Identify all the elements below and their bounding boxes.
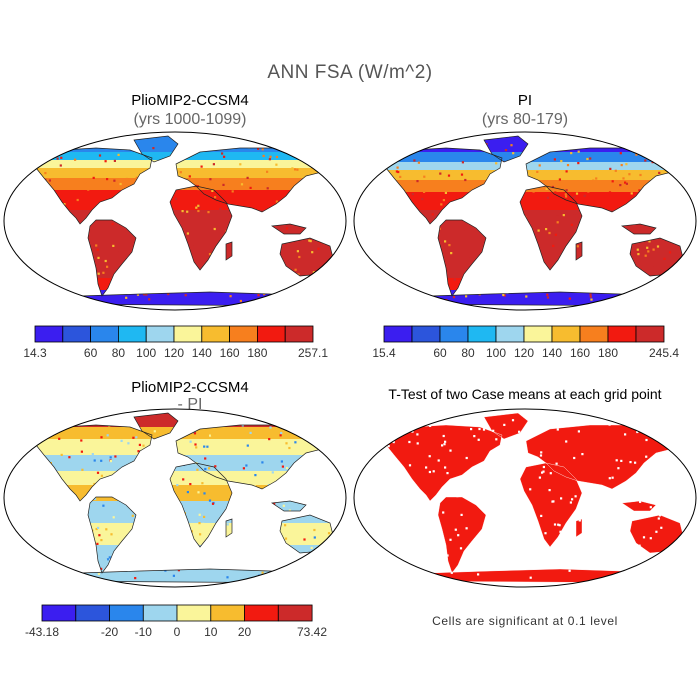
colorbar-label: 15.4 (372, 346, 396, 360)
colorbar-label: 245.4 (649, 346, 679, 360)
coastline-north-america (385, 147, 503, 225)
colorbar-swatch (244, 604, 279, 622)
map-frame (353, 408, 697, 588)
panel1-subtitle: (yrs 1000-1099) (133, 111, 247, 128)
panel3-map (3, 408, 347, 588)
colorbar-swatch (523, 325, 553, 343)
coastline-madagascar (225, 518, 233, 538)
panel1-colorbar: 14.3 60 80 100 120 140 160 180 257.1 (23, 325, 328, 360)
coastline-north-america (385, 424, 503, 502)
colorbar-swatch (210, 604, 246, 622)
colorbar-swatch (41, 604, 77, 622)
coastline-south-america (437, 219, 487, 297)
colorbar-label: 160 (570, 346, 590, 360)
colorbar-swatch (383, 325, 413, 343)
colorbar-label: -20 (101, 625, 119, 639)
coastline-north-america (35, 424, 153, 502)
coastline-indonesia (621, 223, 657, 235)
colorbar-label: 80 (461, 346, 475, 360)
colorbar-label: 140 (542, 346, 562, 360)
colorbar-label: -10 (135, 625, 153, 639)
colorbar-swatch (467, 325, 497, 343)
panel3-colorbar: -43.18 -20 -10 0 10 20 73.42 (25, 604, 327, 639)
colorbar-swatch (635, 325, 665, 343)
map-frame (3, 131, 347, 311)
map-frame (353, 131, 697, 311)
panel3-title: PlioMIP2-CCSM4 (131, 379, 249, 396)
colorbar-swatch (256, 325, 286, 343)
panel2-map (353, 131, 697, 311)
colorbar-label: 120 (164, 346, 184, 360)
coastline-africa (169, 185, 233, 271)
colorbar-label: 100 (136, 346, 156, 360)
coastline-greenland (483, 135, 529, 163)
coastline-north-america (35, 147, 153, 225)
colorbar-label: 60 (433, 346, 447, 360)
coastline-greenland (133, 412, 179, 440)
coastline-south-america (437, 496, 487, 574)
colorbar-swatch (201, 325, 231, 343)
coastline-south-america (87, 219, 137, 297)
colorbar-swatch (90, 325, 119, 343)
colorbar-swatch (75, 604, 111, 622)
coastline-madagascar (575, 241, 583, 261)
panel1-map (3, 131, 347, 311)
colorbar-label: 257.1 (298, 346, 328, 360)
coastline-greenland (483, 412, 529, 440)
map-frame (3, 408, 347, 588)
panel2-subtitle: (yrs 80-179) (481, 111, 569, 128)
colorbar-swatch (173, 325, 203, 343)
colorbar-label: 60 (84, 346, 98, 360)
panel2-colorbar: 15.4 60 80 100 120 140 160 180 245.4 (372, 325, 679, 360)
coastline-south-america (87, 496, 137, 574)
colorbar-swatch (34, 325, 64, 343)
colorbar-swatch (118, 325, 147, 343)
colorbar-label: 73.42 (297, 625, 327, 639)
significance-note: Cells are significant at 0.1 level (432, 614, 618, 628)
colorbar-label: 0 (174, 625, 181, 639)
panel2-title: PI (517, 92, 533, 109)
colorbar-swatch (551, 325, 581, 343)
coastline-indonesia (271, 500, 307, 512)
colorbar-swatch (145, 325, 175, 343)
colorbar-swatch (411, 325, 441, 343)
colorbar-swatch (62, 325, 91, 343)
colorbar-swatch (579, 325, 609, 343)
colorbar-swatch (607, 325, 637, 343)
colorbar-swatch (142, 604, 178, 622)
colorbar-label: 140 (192, 346, 212, 360)
coastline-africa (519, 185, 583, 271)
coastline-indonesia (621, 500, 657, 512)
colorbar-label: 14.3 (23, 346, 47, 360)
colorbar-swatch (176, 604, 212, 622)
coastline-africa (519, 462, 583, 548)
coastline-madagascar (225, 241, 233, 261)
colorbar-label: 80 (112, 346, 126, 360)
colorbar-swatch (109, 604, 144, 622)
panel4-map (353, 408, 697, 588)
colorbar-label: 10 (204, 625, 218, 639)
panel1-title: PlioMIP2-CCSM4 (131, 92, 249, 109)
colorbar-label: -43.18 (25, 625, 59, 639)
colorbar-label: 160 (220, 346, 240, 360)
colorbar-label: 180 (598, 346, 618, 360)
colorbar-label: 120 (514, 346, 534, 360)
coastline-indonesia (271, 223, 307, 235)
colorbar-label: 100 (486, 346, 506, 360)
colorbar-swatch (284, 325, 314, 343)
colorbar-swatch (229, 325, 258, 343)
panel4-title: T-Test of two Case means at each grid po… (388, 386, 662, 402)
colorbar-swatch (439, 325, 469, 343)
colorbar-label: 180 (247, 346, 267, 360)
colorbar-label: 20 (238, 625, 252, 639)
coastline-greenland (133, 135, 179, 163)
coastline-africa (169, 462, 233, 548)
figure-title: ANN FSA (W/m^2) (267, 62, 433, 83)
coastline-madagascar (575, 518, 583, 538)
colorbar-swatch (495, 325, 525, 343)
colorbar-swatch (277, 604, 313, 622)
